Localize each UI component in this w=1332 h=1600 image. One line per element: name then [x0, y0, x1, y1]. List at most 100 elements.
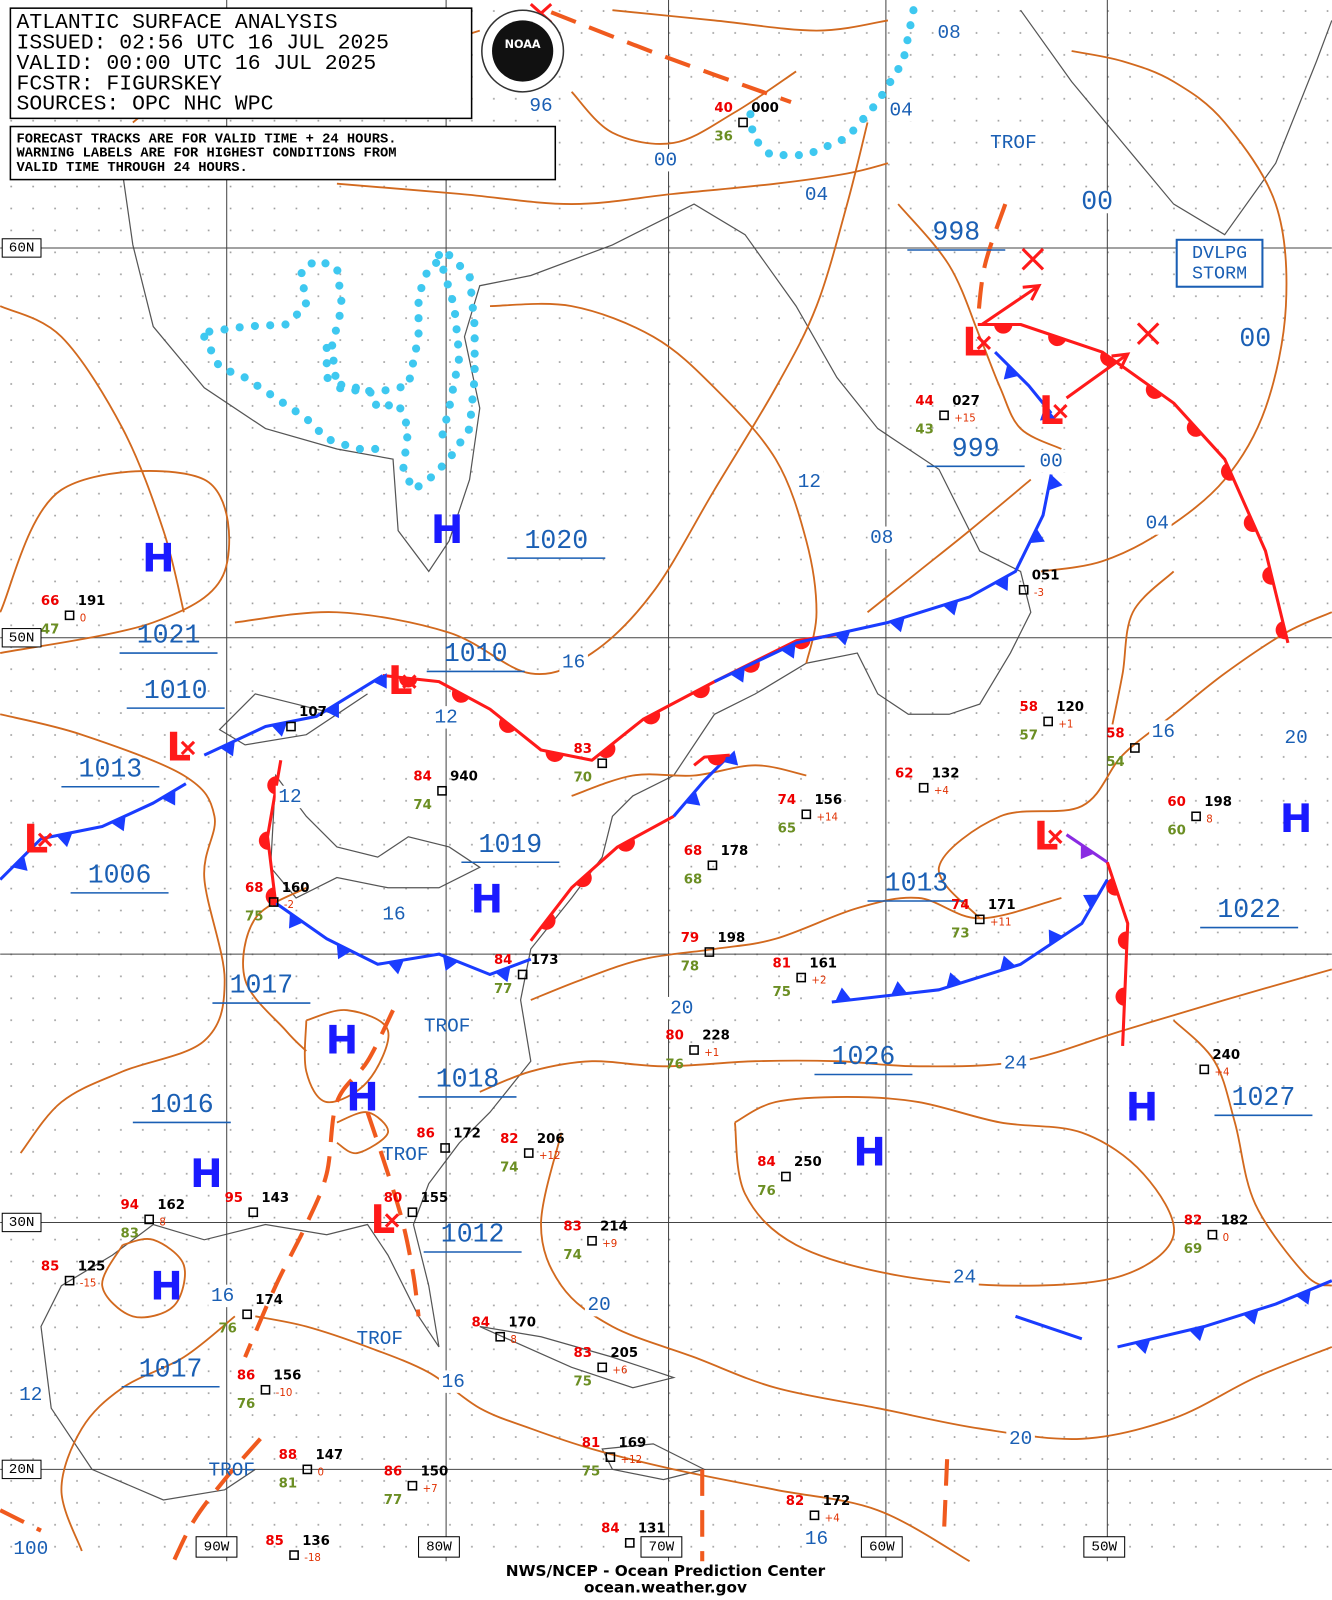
cold-front-symbol: [834, 630, 851, 646]
station-dewpoint: 74: [500, 1160, 518, 1175]
high-center: H: [326, 1018, 358, 1063]
station-marker: [144, 1214, 155, 1225]
station-pressure: 162: [157, 1198, 185, 1213]
isobar: [234, 122, 869, 676]
station-tendency: +1: [704, 1048, 719, 1059]
fronts: [0, 322, 1332, 1355]
station-tendency: +14: [817, 812, 839, 823]
station-marker: [407, 1480, 418, 1491]
station-pressure: 250: [794, 1155, 822, 1170]
station-pressure: 240: [1212, 1048, 1240, 1063]
front-line: [1117, 1279, 1332, 1349]
front-line: [529, 814, 675, 942]
lake: [218, 693, 368, 746]
station-tendency: +4: [825, 1513, 840, 1524]
isobar-label: 00: [654, 149, 677, 171]
station-tendency: 8: [510, 1335, 516, 1346]
ice-edge: [205, 249, 479, 496]
trough-label: TROF: [424, 1016, 471, 1038]
trough-line: [550, 10, 792, 104]
high-center: H: [190, 1152, 222, 1197]
warm-front-symbol: [267, 776, 279, 795]
cold-front-symbol: [442, 955, 459, 972]
low-x: [402, 674, 417, 689]
station-marker: [801, 809, 812, 820]
isobar-label: 12: [278, 786, 301, 808]
station-pressure: 182: [1221, 1213, 1249, 1228]
station-temperature: 86: [237, 1369, 255, 1384]
isobar-label: 100: [13, 1538, 48, 1560]
station-dewpoint: 43: [915, 423, 933, 438]
isobar: [0, 713, 226, 1154]
trough-line: [0, 1508, 42, 1533]
station-pressure: 940: [450, 770, 478, 785]
lon-label-box: [418, 1536, 460, 1558]
station-pressure: 198: [1204, 795, 1232, 810]
isobar-label-bg: [1006, 1427, 1035, 1450]
header-line: ISSUED: 02:56 UTC 16 JUL 2025: [17, 32, 390, 56]
station-pressure: 171: [988, 898, 1016, 913]
isobar-label-bg: [1232, 327, 1278, 350]
station-marker: [918, 782, 929, 793]
warm-front-symbol: [1106, 877, 1119, 896]
station-tendency: 8: [159, 1217, 165, 1228]
isobar: [1111, 570, 1175, 725]
high-center: H: [346, 1076, 378, 1121]
station-marker: [1207, 1229, 1218, 1240]
warm-front-symbol: [545, 750, 564, 762]
cold-front-symbol: [110, 815, 126, 832]
isobar-label-bg: [886, 98, 916, 122]
cold-front-symbol: [387, 959, 404, 975]
central-pressure: 1016: [150, 1090, 214, 1120]
station-marker: [407, 1207, 418, 1218]
isobar-label: 20: [670, 997, 693, 1019]
island: [601, 1443, 707, 1481]
station-marker: [624, 1538, 635, 1548]
station-temperature: 83: [574, 742, 592, 757]
cold-front-symbol: [1003, 364, 1019, 380]
station-tendency: 0: [1223, 1233, 1229, 1244]
central-pressure: 1012: [441, 1220, 505, 1250]
isobar-label: 16: [562, 651, 585, 673]
lat-label-box: [1, 628, 42, 648]
warm-front-symbol: [1048, 333, 1067, 347]
warm-front-symbol: [575, 871, 592, 888]
lon-label: 60W: [869, 1540, 895, 1556]
isobar: [60, 1315, 236, 1552]
station-dewpoint: 65: [778, 822, 796, 837]
isobar: [612, 9, 889, 32]
station-temperature: 58: [1106, 727, 1124, 742]
trough-label: TROF: [357, 1328, 404, 1350]
isobar-label-bg: [1143, 512, 1172, 535]
station-temperature: 84: [413, 770, 431, 785]
arrow-head: [1022, 283, 1042, 301]
lon-label-box: [640, 1536, 683, 1558]
notice-line: WARNING LABELS ARE FOR HIGHEST CONDITION…: [17, 147, 397, 162]
cold-front-symbol: [946, 972, 963, 988]
isobar-label-bg: [651, 148, 680, 172]
station-marker: [1043, 716, 1053, 727]
station-dewpoint: 81: [279, 1477, 297, 1492]
central-pressure: 998: [932, 218, 980, 248]
front-line: [993, 350, 1053, 415]
station-pressure: 147: [315, 1448, 343, 1463]
central-pressure: 1026: [832, 1042, 896, 1072]
trough-label: TROF: [990, 132, 1037, 154]
header-line: VALID: 00:00 UTC 16 JUL 2025: [17, 52, 377, 76]
isobar-label: 20: [1009, 1428, 1032, 1450]
lon-label: 80W: [426, 1540, 452, 1556]
station-temperature: 68: [245, 881, 263, 896]
central-pressure: 1022: [1217, 895, 1281, 925]
lat-lon-grid: [0, 0, 1332, 1562]
isobar: [489, 302, 818, 664]
noaa-logo-text: NOAA: [505, 38, 541, 51]
station-temperature: 84: [494, 953, 512, 968]
lon-label-box: [195, 1536, 238, 1558]
isobar-label-bg: [438, 1370, 468, 1393]
isobar: [0, 305, 185, 613]
station-dewpoint: 36: [714, 130, 732, 145]
isobar: [242, 886, 307, 1052]
isobar-label-bg: [16, 1383, 46, 1407]
station-marker: [523, 1148, 534, 1158]
